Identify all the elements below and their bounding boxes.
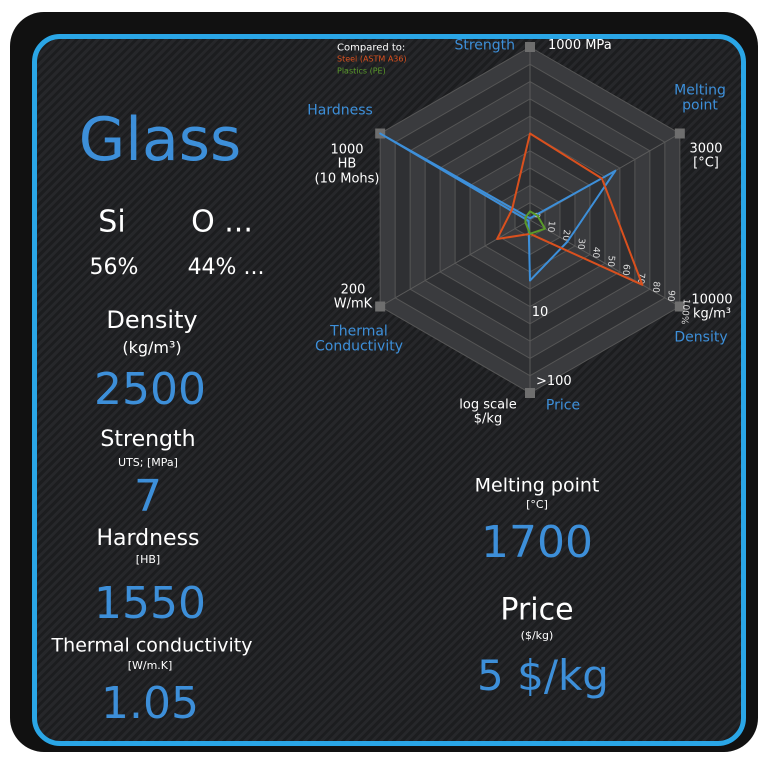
series-line — [524, 210, 546, 235]
axis-max-label: 10000 kg/m³ — [691, 292, 733, 322]
property-unit: [HB] — [135, 552, 161, 566]
r-tick-label: 20 — [560, 229, 571, 242]
axis-label: Price — [545, 397, 581, 414]
axis-spoke — [379, 219, 531, 307]
legend-entry: Plastics (PE) — [337, 66, 386, 76]
axis-max-label: 1000 MPa — [548, 37, 612, 53]
axis-end-marker — [525, 388, 535, 398]
axis-max-label: 3000 [°C] — [689, 141, 723, 171]
axis-mid-label: 10 — [531, 304, 549, 320]
element-fraction: 44% ... — [187, 254, 265, 280]
property-label: Hardness — [96, 525, 200, 551]
material-name: Glass — [78, 105, 242, 175]
property-value: 2500 — [94, 363, 206, 415]
property-value: 5 $/kg — [477, 650, 609, 700]
legend-entry: Steel (ASTM A36) — [337, 54, 407, 64]
property-label: Density — [106, 305, 198, 334]
axis-end-marker — [674, 128, 685, 139]
property-value: 7 — [134, 470, 162, 522]
legend-title: Compared to: — [337, 42, 406, 54]
property-unit: ($/kg) — [520, 628, 554, 642]
property-value: 1550 — [94, 577, 206, 629]
property-unit: (kg/m³) — [122, 338, 182, 358]
axis-scale-label: log scale $/kg — [459, 397, 517, 427]
element-fraction: 56% — [89, 254, 139, 280]
r-tick-label: 50 — [605, 255, 616, 268]
property-value: 1700 — [481, 516, 593, 568]
r-tick-label: 80 — [650, 281, 661, 294]
axis-max-label: 1000 HB (10 Mohs) — [314, 142, 380, 187]
property-label: Melting point — [474, 474, 600, 497]
property-value: 1.05 — [101, 677, 199, 729]
r-tick-label: 90 — [665, 290, 676, 303]
property-unit: UTS; [MPa] — [118, 455, 178, 469]
axis-label: Density — [674, 329, 728, 346]
property-label: Thermal conductivity — [51, 634, 253, 657]
property-label: Price — [500, 592, 574, 628]
property-label: Strength — [100, 426, 196, 452]
element-symbol: O ... — [191, 204, 253, 240]
r-tick-label: 100% — [679, 298, 691, 325]
axis-max-label: >100 — [536, 373, 572, 389]
axis-end-marker — [674, 301, 685, 312]
axis-label: Thermal Conductivity — [315, 323, 403, 355]
r-tick-label: 10 — [545, 220, 556, 233]
axis-end-marker — [525, 42, 535, 52]
property-unit: [W/m.K] — [127, 658, 173, 672]
element-symbol: Si — [98, 204, 126, 240]
series-line — [379, 132, 617, 282]
axis-end-marker — [375, 301, 386, 312]
property-unit: [°C] — [526, 497, 548, 511]
r-tick-label: 40 — [590, 246, 601, 259]
r-tick-label: 60 — [620, 264, 631, 277]
axis-label: Hardness — [307, 102, 373, 119]
r-tick-label: 30 — [575, 238, 586, 251]
axis-label: Strength — [454, 37, 515, 54]
axis-label: Melting point — [674, 82, 726, 114]
axis-max-label: 200 W/mK — [333, 282, 373, 312]
axis-spoke — [529, 219, 681, 307]
